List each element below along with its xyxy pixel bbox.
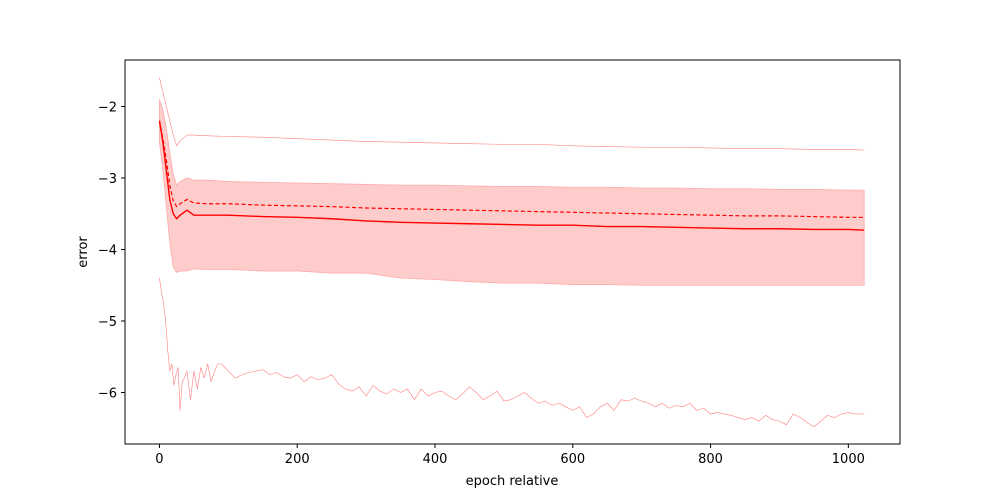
x-tick-label: 400 [423, 452, 448, 467]
series-line-1 [158, 120, 865, 218]
y-tick-label: −5 [98, 315, 117, 330]
x-axis-label: epoch relative [466, 474, 559, 489]
plot-frame [124, 59, 901, 445]
series-line-3 [159, 278, 865, 428]
x-axis: 0 200 400 600 800 1000 [155, 444, 865, 467]
x-tick-label: 800 [698, 452, 723, 467]
plot-area [158, 77, 865, 428]
y-tick-label: −3 [98, 172, 117, 187]
x-tick-label: 0 [155, 452, 163, 467]
x-tick-label: 600 [560, 452, 585, 467]
x-tick-label: 200 [285, 452, 310, 467]
series-line-0 [158, 120, 865, 231]
y-axis: −2 −3 −4 −5 −6 [98, 100, 125, 402]
series-line-2 [159, 77, 865, 151]
y-tick-label: −6 [98, 387, 117, 402]
x-tick-label: 1000 [832, 452, 865, 467]
y-tick-label: −2 [98, 100, 117, 115]
y-tick-label: −4 [98, 243, 117, 258]
y-axis-label: error [76, 236, 91, 268]
std-band [159, 99, 865, 286]
